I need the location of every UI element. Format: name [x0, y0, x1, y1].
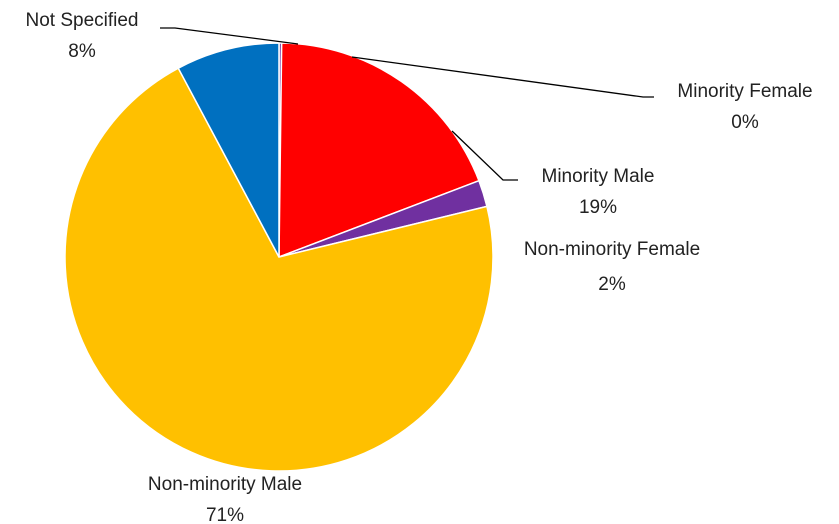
label-non-minority-male-pct: 71%	[206, 505, 244, 524]
leader-lines	[160, 27, 654, 181]
label-non-minority-female-pct: 2%	[598, 274, 626, 295]
label-minority-female-name: Minority Female	[677, 81, 812, 102]
label-minority-male-name: Minority Male	[542, 166, 655, 187]
label-minority-female-pct: 0%	[731, 112, 759, 133]
label-non-minority-female-name: Non-minority Female	[524, 239, 700, 260]
pie-slice-not-specified	[177, 42, 280, 258]
label-not-specified-pct: 8%	[68, 41, 96, 62]
leader-line-minority-male	[451, 130, 518, 181]
pie-slice-minority-male	[278, 42, 480, 259]
data-labels: Not Specified 8% Minority Female 0% Mino…	[25, 10, 812, 524]
label-minority-male-pct: 19%	[579, 197, 617, 218]
label-not-specified-name: Not Specified	[25, 10, 138, 31]
pie-slices	[64, 42, 494, 472]
pie-slice-non-minority-male	[64, 67, 494, 472]
leader-line-minority-female	[351, 56, 654, 98]
label-non-minority-male-name: Non-minority Male	[148, 474, 302, 495]
leader-line-not-specified	[160, 27, 299, 45]
